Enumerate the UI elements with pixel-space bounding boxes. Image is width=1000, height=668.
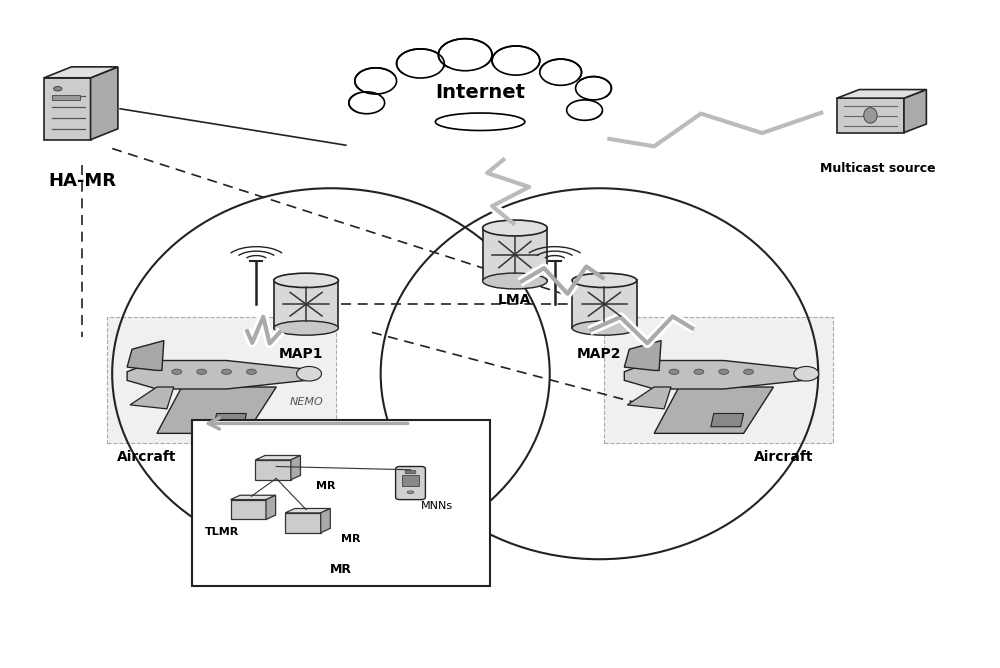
Polygon shape <box>285 513 321 533</box>
Ellipse shape <box>246 369 256 374</box>
Polygon shape <box>255 456 300 460</box>
FancyBboxPatch shape <box>52 96 80 100</box>
Polygon shape <box>157 387 276 434</box>
Text: MR: MR <box>330 563 352 576</box>
Text: LMA: LMA <box>498 293 532 307</box>
Ellipse shape <box>744 369 754 374</box>
Text: Internet: Internet <box>435 83 525 102</box>
Text: TLMR: TLMR <box>204 528 239 538</box>
Ellipse shape <box>492 46 540 75</box>
Polygon shape <box>627 387 671 409</box>
Polygon shape <box>255 460 291 480</box>
Ellipse shape <box>669 369 679 374</box>
Ellipse shape <box>355 68 397 94</box>
Ellipse shape <box>864 108 877 123</box>
Ellipse shape <box>197 369 207 374</box>
Text: Aircraft: Aircraft <box>117 450 177 464</box>
Polygon shape <box>291 456 300 480</box>
Ellipse shape <box>719 369 729 374</box>
Ellipse shape <box>794 367 819 381</box>
Text: NEMO: NEMO <box>289 397 323 407</box>
Ellipse shape <box>274 273 338 287</box>
Polygon shape <box>321 508 330 533</box>
Polygon shape <box>624 341 661 371</box>
Polygon shape <box>624 361 813 389</box>
Text: MNNs: MNNs <box>420 501 453 511</box>
Ellipse shape <box>438 39 492 71</box>
Ellipse shape <box>694 369 704 374</box>
FancyBboxPatch shape <box>274 281 338 328</box>
Text: MAP2: MAP2 <box>577 347 622 361</box>
Ellipse shape <box>483 273 547 289</box>
Text: Aircraft: Aircraft <box>754 450 813 464</box>
FancyBboxPatch shape <box>396 466 425 500</box>
FancyBboxPatch shape <box>107 317 336 444</box>
Ellipse shape <box>572 321 637 335</box>
Ellipse shape <box>172 369 182 374</box>
Polygon shape <box>44 77 91 140</box>
Text: MAP1: MAP1 <box>279 347 323 361</box>
Polygon shape <box>837 90 926 98</box>
Ellipse shape <box>435 113 525 130</box>
FancyBboxPatch shape <box>402 475 419 486</box>
Polygon shape <box>214 413 246 427</box>
Text: MR: MR <box>341 534 360 544</box>
Ellipse shape <box>222 369 232 374</box>
Polygon shape <box>127 341 164 371</box>
Polygon shape <box>711 413 744 427</box>
Ellipse shape <box>572 273 637 287</box>
Polygon shape <box>130 387 174 409</box>
Ellipse shape <box>353 66 607 139</box>
Polygon shape <box>266 495 276 520</box>
Polygon shape <box>837 98 904 133</box>
Ellipse shape <box>407 491 414 494</box>
Ellipse shape <box>274 321 338 335</box>
FancyBboxPatch shape <box>192 420 490 586</box>
Polygon shape <box>231 495 276 500</box>
Ellipse shape <box>567 100 602 120</box>
Ellipse shape <box>297 367 321 381</box>
FancyBboxPatch shape <box>604 317 833 444</box>
Ellipse shape <box>397 49 444 78</box>
Polygon shape <box>285 508 330 513</box>
Polygon shape <box>904 90 926 133</box>
Ellipse shape <box>576 77 611 100</box>
Polygon shape <box>44 67 118 77</box>
Text: MR: MR <box>316 481 336 491</box>
Text: Multicast source: Multicast source <box>820 162 936 175</box>
Ellipse shape <box>540 59 582 86</box>
FancyBboxPatch shape <box>483 228 547 281</box>
Ellipse shape <box>54 87 62 91</box>
FancyBboxPatch shape <box>572 281 637 328</box>
Polygon shape <box>91 67 118 140</box>
Polygon shape <box>231 500 266 520</box>
Polygon shape <box>654 387 773 434</box>
Polygon shape <box>127 361 316 389</box>
Ellipse shape <box>346 63 614 143</box>
Ellipse shape <box>349 92 385 114</box>
Text: HA-MR: HA-MR <box>48 172 116 190</box>
Ellipse shape <box>483 220 547 236</box>
FancyBboxPatch shape <box>405 470 416 474</box>
